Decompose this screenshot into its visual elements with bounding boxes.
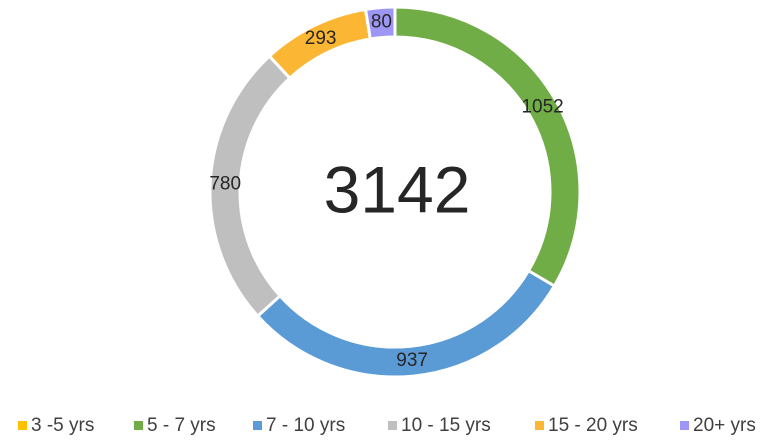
center-total: 3142	[324, 152, 471, 226]
legend-label: 5 - 7 yrs	[147, 415, 216, 436]
legend-label: 15 - 20 yrs	[548, 415, 638, 436]
data-label: 780	[209, 173, 241, 194]
data-label: 1052	[521, 97, 563, 118]
legend-label: 3 -5 yrs	[31, 415, 94, 436]
legend-swatch	[253, 421, 262, 430]
donut-segment	[393, 5, 582, 289]
legend-swatch	[18, 421, 27, 430]
legend-label: 20+ yrs	[693, 415, 756, 436]
legend-label: 7 - 10 yrs	[266, 415, 345, 436]
donut-segment	[363, 5, 397, 41]
legend-swatch	[535, 421, 544, 430]
legend-swatch	[680, 421, 689, 430]
legend-label: 10 - 15 yrs	[401, 415, 491, 436]
data-label: 293	[305, 28, 337, 49]
legend-swatch	[134, 421, 143, 430]
legend-swatch	[388, 421, 397, 430]
data-label: 937	[396, 350, 428, 371]
data-label: 80	[371, 12, 392, 33]
